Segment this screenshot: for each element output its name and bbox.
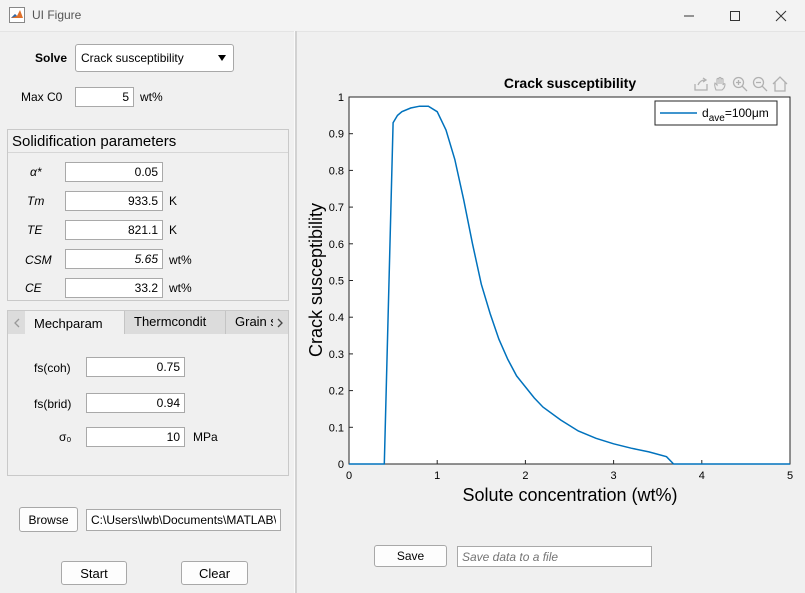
sigma0-label: σ₀ [59, 430, 72, 444]
y-axis-label: Crack susceptibility [306, 203, 326, 357]
sigma0-input[interactable] [86, 427, 185, 447]
y-tick-label: 1 [338, 92, 344, 104]
te-input[interactable] [65, 220, 163, 240]
maxc0-unit: wt% [140, 90, 163, 104]
te-unit: K [169, 223, 178, 237]
close-button[interactable] [758, 0, 804, 31]
start-button[interactable]: Start [61, 561, 127, 585]
maximize-icon [730, 10, 740, 21]
alpha-label: α* [30, 165, 42, 179]
alpha-input[interactable] [65, 162, 163, 182]
y-tick-label: 0 [338, 459, 344, 471]
matlab-app-icon [9, 7, 25, 23]
title-bar [0, 0, 805, 32]
minimize-icon [684, 15, 694, 16]
series-line [349, 105, 790, 465]
solidification-header [8, 130, 288, 153]
x-tick-label: 5 [787, 470, 793, 482]
csm-unit: wt% [169, 253, 192, 267]
browse-button[interactable]: Browse [19, 507, 78, 532]
chart-title: Crack susceptibility [504, 75, 636, 91]
tab-thermcondit[interactable]: Thermcondit [124, 311, 225, 334]
save-filename-input[interactable] [457, 546, 652, 567]
chevron-left-icon [14, 318, 20, 327]
crack-susceptibility-chart: Crack susceptibility 0 1 2 3 4 5 0 0.1 0.2 0.3 0.4… [306, 75, 793, 505]
fs-coh-label: fs(coh) [34, 361, 71, 375]
chevron-right-icon [277, 318, 283, 327]
y-tick-label: 0.2 [329, 386, 344, 398]
y-tick-label: 0.3 [329, 349, 344, 361]
x-tick-label: 1 [434, 470, 440, 482]
fs-brid-label: fs(brid) [34, 397, 72, 411]
fs-brid-input[interactable] [86, 393, 185, 413]
plot-area [348, 96, 791, 465]
y-tick-label: 0.7 [329, 202, 344, 214]
y-tick-label: 0.5 [329, 276, 344, 288]
minimize-button[interactable] [666, 0, 712, 31]
y-tick-label: 0.8 [329, 165, 344, 177]
maxc0-input[interactable] [75, 87, 134, 107]
x-axis-label: Solute concentration (wt%) [462, 485, 677, 505]
maxc0-label: Max C0 [21, 90, 63, 104]
y-tick-label: 0.6 [329, 239, 344, 251]
x-tick-label: 3 [611, 470, 617, 482]
tm-label: Tm [27, 194, 45, 208]
y-tick-label: 0.4 [329, 312, 344, 324]
ce-label: CE [25, 281, 42, 295]
zoom-in-icon[interactable] [731, 75, 749, 93]
te-label: TE [27, 223, 43, 237]
ce-unit: wt% [169, 281, 192, 295]
tab-scroll-left[interactable] [8, 311, 26, 334]
tm-unit: K [169, 194, 178, 208]
tab-scroll-right[interactable] [272, 311, 288, 334]
legend-label: dave=100μm [702, 106, 769, 124]
solve-dropdown[interactable]: Crack susceptibility [75, 44, 234, 72]
ce-input[interactable] [65, 278, 163, 298]
export-icon[interactable] [692, 75, 710, 93]
solidification-title: Solidification parameters [12, 133, 177, 150]
tm-input[interactable] [65, 191, 163, 211]
panel-divider [294, 31, 297, 593]
axes-toolbar [690, 74, 790, 94]
save-button[interactable]: Save [374, 545, 447, 567]
y-tick-label: 0.1 [329, 422, 344, 434]
sigma0-unit: MPa [193, 430, 218, 444]
zoom-out-icon[interactable] [751, 75, 769, 93]
home-icon[interactable] [771, 75, 789, 93]
fs-coh-input[interactable] [86, 357, 185, 377]
solidification-panel: Solidification parameters [7, 129, 289, 301]
window-title: UI Figure [32, 8, 82, 22]
x-tick-label: 2 [522, 470, 528, 482]
csm-input[interactable] [65, 249, 163, 269]
chevron-down-icon [218, 55, 226, 61]
x-tick-label: 0 [346, 470, 352, 482]
clear-button[interactable]: Clear [181, 561, 248, 585]
tab-grain[interactable]: Grain s [225, 311, 273, 334]
file-path-input[interactable] [86, 509, 281, 531]
close-icon [775, 10, 787, 21]
csm-label: CSM [25, 253, 52, 267]
tab-mechparam[interactable]: Mechparam [25, 311, 124, 334]
axis-ticks: 0 1 2 3 4 5 0 0.1 0.2 0.3 0.4 0.5 0.6 0.7 0.8 0.9 1 [329, 92, 793, 482]
legend: dave=100μm [654, 100, 778, 126]
solve-label: Solve [35, 51, 68, 65]
pan-icon[interactable] [711, 75, 729, 93]
solve-dropdown-value: Crack susceptibility [81, 51, 184, 65]
maximize-button[interactable] [712, 0, 758, 31]
x-tick-label: 4 [699, 470, 705, 482]
y-tick-label: 0.9 [329, 129, 344, 141]
